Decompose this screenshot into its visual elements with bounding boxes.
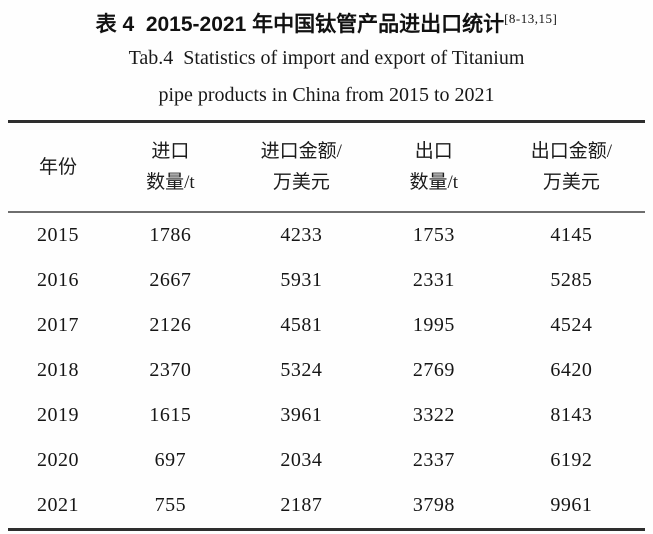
- table-caption-zh-text: 表 4 2015-2021 年中国钛管产品进出口统计: [95, 13, 505, 36]
- cell-import-value: 5324: [280, 359, 323, 381]
- import-export-table: 年份 进口 数量/t 进口金额/ 万美元 出口 数量/t 出口金额/ 万美元: [8, 120, 645, 531]
- header-year-label: 年份: [38, 156, 77, 178]
- cell-export-value: 8143: [550, 404, 593, 426]
- table-row-2018: 2018 2370 5324 2769 6420: [8, 348, 645, 393]
- cell-import-value: 3961: [280, 404, 323, 426]
- header-import-qty-line1: 进口: [151, 141, 190, 162]
- cell-import-value: 2034: [280, 449, 323, 471]
- cell-import-qty: 2667: [149, 269, 192, 291]
- table-row-2017: 2017 2126 4581 1995 4524: [8, 303, 645, 348]
- header-import-value: 进口金额/ 万美元: [232, 121, 370, 213]
- header-export-qty-line2: 数量/t: [409, 172, 459, 193]
- cell-import-qty: 1615: [149, 404, 192, 426]
- header-import-qty-line2: 数量/t: [146, 172, 195, 193]
- cell-year: 2021: [37, 494, 79, 516]
- cell-export-qty: 2331: [412, 269, 455, 291]
- cell-export-qty: 2769: [412, 359, 455, 381]
- cell-import-qty: 2370: [149, 359, 192, 381]
- cell-export-value: 6420: [550, 359, 593, 381]
- cell-import-value: 2187: [280, 494, 323, 516]
- cell-year: 2016: [37, 269, 79, 291]
- header-export-value: 出口金额/ 万美元: [497, 121, 645, 213]
- cell-export-value: 9961: [550, 494, 593, 516]
- cell-export-qty: 3322: [412, 404, 455, 426]
- cell-year: 2017: [37, 314, 79, 336]
- table-header-row: 年份 进口 数量/t 进口金额/ 万美元 出口 数量/t 出口金额/ 万美元: [8, 121, 645, 213]
- cell-import-value: 4233: [280, 224, 323, 246]
- table-caption-en-line1: Tab.4 Statistics of import and export of…: [128, 47, 525, 69]
- header-export-value-line2: 万美元: [542, 172, 600, 193]
- header-export-qty-line1: 出口: [414, 141, 453, 162]
- header-export-value-line1: 出口金额/: [530, 141, 613, 162]
- cell-import-qty: 1786: [149, 224, 192, 246]
- table-header: 年份 进口 数量/t 进口金额/ 万美元 出口 数量/t 出口金额/ 万美元: [8, 121, 645, 213]
- table-caption-en-line2: pipe products in China from 2015 to 2021: [158, 84, 495, 106]
- table-row-2021: 2021 755 2187 3798 9961: [8, 483, 645, 530]
- cell-year: 2019: [37, 404, 79, 426]
- cell-export-value: 4524: [550, 314, 593, 336]
- cell-export-value: 6192: [550, 449, 593, 471]
- table-row-2016: 2016 2667 5931 2331 5285: [8, 258, 645, 303]
- cell-year: 2018: [37, 359, 79, 381]
- header-import-value-line1: 进口金额/: [260, 141, 342, 162]
- cell-import-qty: 755: [154, 494, 187, 516]
- table-caption-zh: 表 4 2015-2021 年中国钛管产品进出口统计[8-13,15]: [0, 0, 653, 40]
- header-import-qty: 进口 数量/t: [108, 121, 233, 213]
- table-row-2015: 2015 1786 4233 1753 4145: [8, 212, 645, 258]
- table-row-2020: 2020 697 2034 2337 6192: [8, 438, 645, 483]
- cell-export-qty: 1753: [412, 224, 455, 246]
- cell-export-qty: 3798: [412, 494, 455, 516]
- cell-import-qty: 697: [154, 449, 187, 471]
- reference-superscript: [8-13,15]: [504, 11, 558, 26]
- cell-import-value: 4581: [280, 314, 323, 336]
- header-year: 年份: [8, 121, 108, 213]
- cell-import-value: 5931: [280, 269, 323, 291]
- cell-export-value: 4145: [550, 224, 593, 246]
- header-export-qty: 出口 数量/t: [369, 121, 498, 213]
- cell-import-qty: 2126: [149, 314, 192, 336]
- cell-export-qty: 2337: [412, 449, 455, 471]
- cell-year: 2020: [37, 449, 79, 471]
- table-row-2019: 2019 1615 3961 3322 8143: [8, 393, 645, 438]
- cell-export-value: 5285: [550, 269, 593, 291]
- header-import-value-line2: 万美元: [272, 172, 330, 193]
- table-body: 2015 1786 4233 1753 4145 2016 2667 5931 …: [8, 212, 645, 530]
- cell-export-qty: 1995: [412, 314, 455, 336]
- cell-year: 2015: [37, 224, 79, 246]
